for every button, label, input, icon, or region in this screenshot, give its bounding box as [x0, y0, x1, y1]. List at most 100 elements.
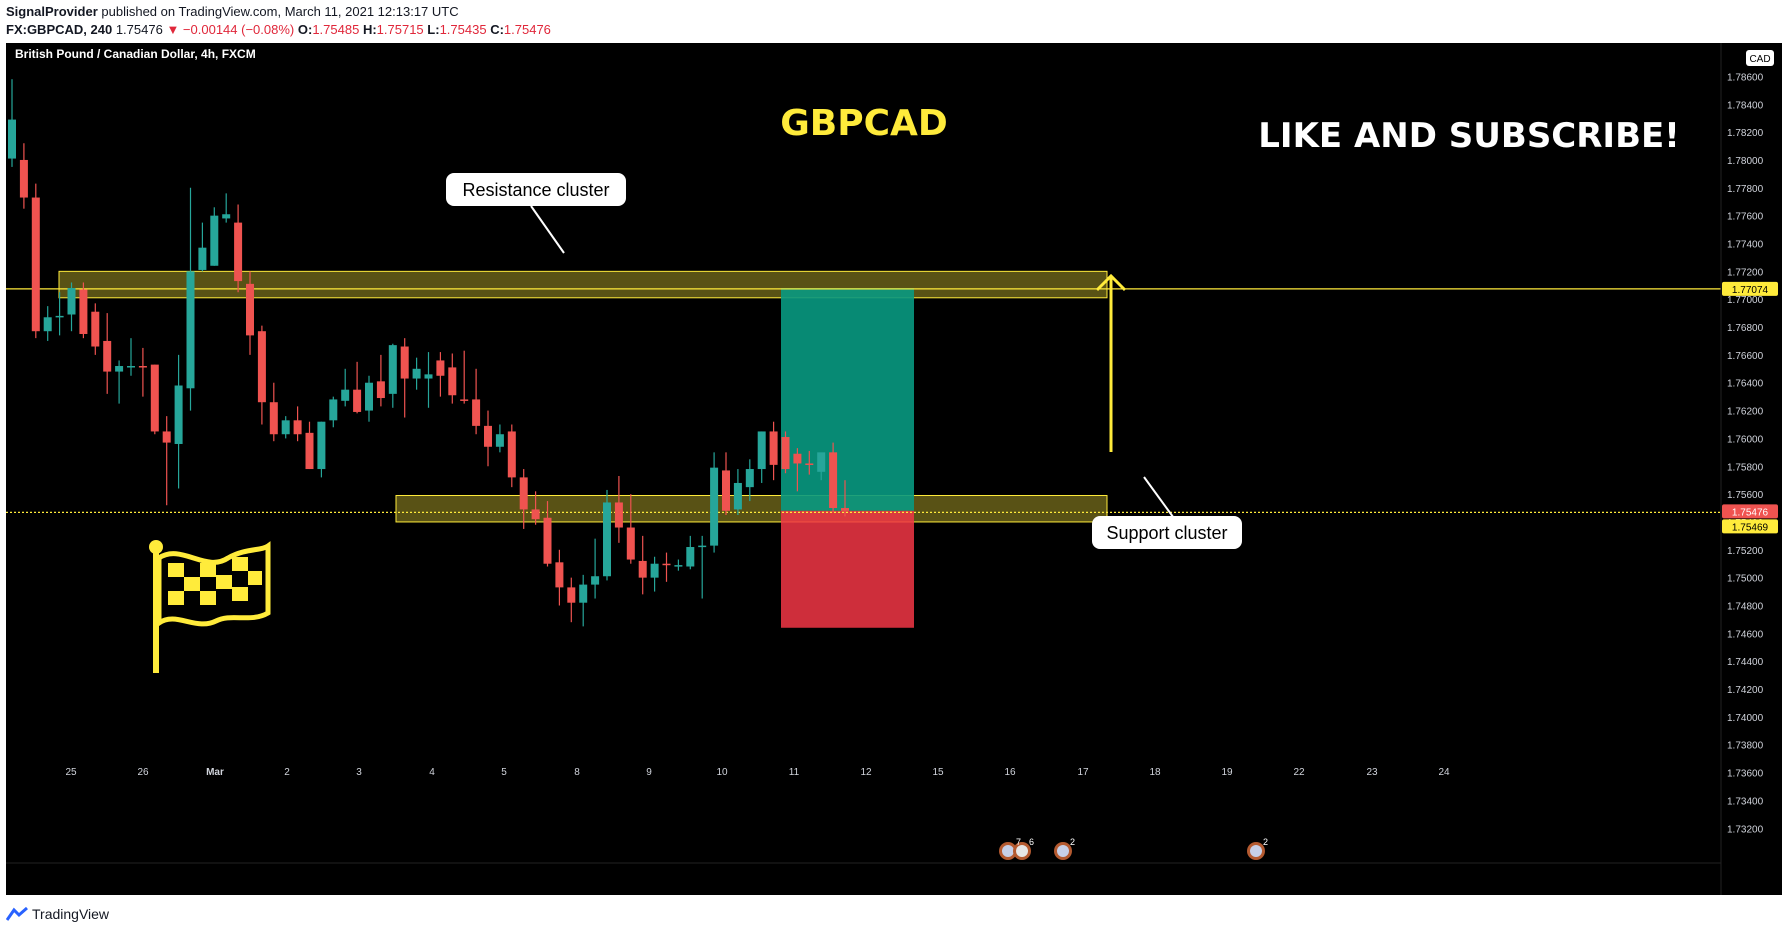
candle-body[interactable] — [317, 421, 326, 470]
price-tick-label: 1.76000 — [1727, 434, 1764, 445]
cta-text: LIKE AND SUBSCRIBE! — [1258, 116, 1679, 156]
zone-rect[interactable] — [58, 270, 1108, 299]
uk-flag-event-icon[interactable]: 2 — [1054, 837, 1075, 860]
candle-body[interactable] — [376, 381, 385, 399]
candle-body[interactable] — [115, 366, 124, 372]
candle-body[interactable] — [305, 432, 314, 470]
low-value: 1.75435 — [439, 22, 487, 37]
price-tick-label: 1.75600 — [1727, 490, 1764, 501]
candle-body[interactable] — [210, 215, 219, 266]
chart-canvas[interactable]: Resistance cluster Support cluster GBPCA… — [6, 43, 1782, 895]
published-text: published on TradingView.com, March 11, … — [101, 4, 459, 19]
candle-body[interactable] — [793, 453, 802, 464]
candle-body[interactable] — [174, 385, 183, 444]
stop-loss-zone[interactable] — [781, 510, 914, 628]
profit-target-zone[interactable] — [781, 288, 914, 511]
candle-body[interactable] — [222, 214, 231, 219]
candle-body[interactable] — [543, 517, 552, 564]
target-arrow — [1095, 273, 1127, 452]
candle-body[interactable] — [829, 452, 838, 509]
chart-panel[interactable]: Resistance cluster Support cluster GBPCA… — [6, 43, 1782, 895]
candle-body[interactable] — [745, 469, 754, 488]
candle-body[interactable] — [127, 366, 135, 368]
candle-body[interactable] — [841, 508, 849, 511]
brand-label: TradingView — [32, 906, 110, 922]
candle-body[interactable] — [67, 288, 76, 315]
uk-flag-event-icon[interactable]: 7 6 — [999, 837, 1034, 860]
candle-body[interactable] — [19, 159, 28, 198]
support-callout-box[interactable] — [1092, 516, 1242, 549]
candle-body[interactable] — [329, 399, 338, 421]
candle-body[interactable] — [234, 222, 243, 282]
candle-body[interactable] — [281, 420, 290, 435]
candle-body[interactable] — [674, 565, 683, 567]
candle-body[interactable] — [781, 437, 790, 470]
candle-body[interactable] — [507, 431, 516, 478]
time-tick-label: 25 — [65, 767, 77, 778]
candle-body[interactable] — [103, 340, 112, 372]
candle-body[interactable] — [8, 119, 16, 159]
tradingview-footer[interactable]: TradingView — [6, 903, 109, 925]
candle-body[interactable] — [710, 467, 719, 546]
candle-body[interactable] — [31, 197, 40, 332]
candle-body[interactable] — [150, 364, 159, 432]
event-icons[interactable]: 7 6 2 2 — [999, 837, 1268, 860]
candle-body[interactable] — [448, 367, 457, 396]
candle-body[interactable] — [365, 382, 373, 411]
candle-body[interactable] — [79, 289, 88, 334]
candle-body[interactable] — [495, 434, 504, 447]
candle-body[interactable] — [412, 368, 421, 379]
candle-body[interactable] — [614, 502, 623, 528]
price-tick-label: 1.74400 — [1727, 657, 1764, 668]
candle-body[interactable] — [769, 431, 778, 465]
candle-body[interactable] — [626, 527, 635, 560]
candle-body[interactable] — [91, 311, 100, 347]
candle-body[interactable] — [341, 389, 350, 401]
candle-body[interactable] — [400, 346, 409, 379]
candle-body[interactable] — [805, 463, 814, 465]
candle-body[interactable] — [388, 345, 397, 394]
candle-body[interactable] — [733, 482, 742, 510]
candle-body[interactable] — [424, 374, 433, 379]
candle-body[interactable] — [55, 315, 64, 318]
candle-body[interactable] — [519, 477, 528, 510]
candle-body[interactable] — [484, 425, 492, 447]
candle-body[interactable] — [138, 366, 147, 368]
time-tick-label: 11 — [789, 767, 800, 778]
price-tick-label: 1.76600 — [1727, 351, 1764, 362]
time-tick-label: 24 — [1438, 767, 1450, 778]
candle-body[interactable] — [531, 509, 540, 520]
candle-body[interactable] — [686, 547, 695, 567]
publish-info: SignalProvider published on TradingView.… — [6, 4, 459, 19]
candle-body[interactable] — [650, 563, 659, 578]
candle-body[interactable] — [817, 452, 826, 472]
candle-body[interactable] — [43, 317, 52, 332]
candle-body[interactable] — [591, 576, 600, 585]
candle-body[interactable] — [472, 399, 481, 426]
candle-body[interactable] — [436, 360, 445, 376]
candle-body[interactable] — [257, 331, 266, 403]
author-name[interactable]: SignalProvider — [6, 4, 98, 19]
candle-body[interactable] — [567, 587, 576, 603]
candle-body[interactable] — [722, 470, 730, 511]
candle-body[interactable] — [579, 584, 588, 603]
price-axis[interactable]: 1.78600 1.78400 1.78200 1.78000 1.77800 1.776… — [1727, 72, 1764, 835]
candle-body[interactable] — [460, 399, 469, 401]
candle-body[interactable] — [757, 431, 766, 470]
candle-body[interactable] — [198, 247, 207, 270]
candle-body[interactable] — [603, 502, 611, 577]
candle-body[interactable] — [269, 402, 278, 435]
zone-rect[interactable] — [395, 494, 1108, 523]
uk-flag-event-icon[interactable]: 2 — [1247, 837, 1268, 860]
candle-body[interactable] — [638, 560, 647, 578]
candle-body[interactable] — [293, 420, 302, 435]
candle-body[interactable] — [555, 562, 564, 588]
candle-body[interactable] — [162, 431, 171, 443]
candle-body[interactable] — [186, 271, 195, 389]
candle-body[interactable] — [662, 563, 671, 566]
resistance-callout-box[interactable] — [446, 173, 626, 206]
candle-body[interactable] — [698, 545, 707, 548]
time-axis[interactable]: 25 26 Mar 2 3 4 5 8 9 10 11 12 15 16 17 18 19 22 23 24 — [65, 767, 1450, 778]
candle-body[interactable] — [353, 389, 362, 412]
candle-body[interactable] — [246, 283, 254, 336]
